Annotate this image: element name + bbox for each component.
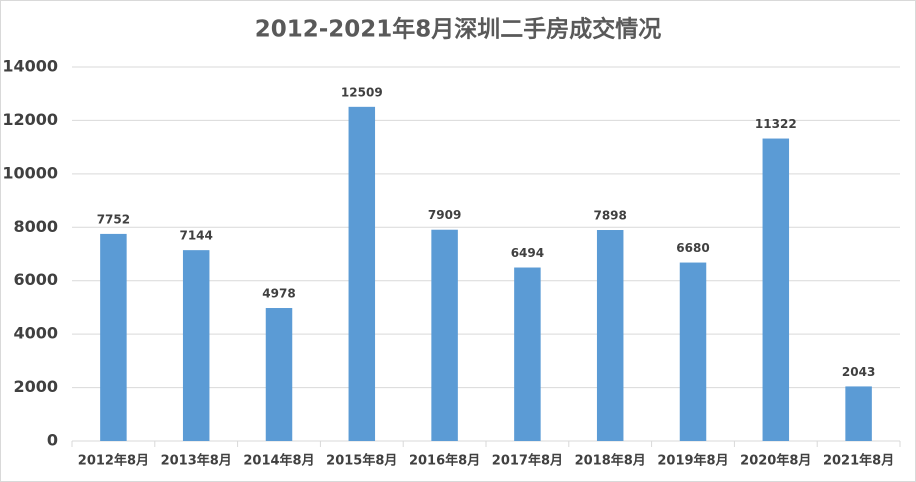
bar (182, 250, 210, 441)
data-label: 7909 (428, 208, 461, 222)
data-label: 2043 (842, 365, 875, 379)
data-label: 7144 (179, 229, 212, 243)
x-tick-label: 2012年8月 (78, 453, 149, 469)
bar (348, 106, 376, 442)
data-label: 7898 (593, 209, 626, 223)
bar (596, 230, 624, 441)
y-tick-label: 8000 (13, 217, 58, 236)
x-tick-label: 2014年8月 (243, 453, 314, 469)
x-tick-label: 2013年8月 (161, 453, 232, 469)
x-tick-label: 2021年8月 (823, 453, 894, 469)
x-tick-label: 2016年8月 (409, 453, 480, 469)
data-label: 11322 (755, 117, 797, 131)
x-tick-label: 2019年8月 (657, 453, 728, 469)
y-tick-label: 14000 (2, 57, 58, 76)
y-tick-label: 6000 (13, 270, 58, 289)
bar (431, 229, 458, 441)
y-tick-label: 0 (47, 431, 58, 450)
x-tick-label: 2020年8月 (740, 453, 811, 469)
y-tick-label: 4000 (13, 324, 58, 343)
y-tick-label: 2000 (13, 377, 58, 396)
data-label: 7752 (97, 212, 130, 226)
data-label: 12509 (341, 85, 383, 99)
x-tick-label: 2015年8月 (326, 453, 397, 469)
bar (100, 233, 127, 441)
bar (265, 308, 293, 441)
bar (762, 138, 790, 441)
bar (514, 267, 541, 441)
data-label: 6680 (676, 241, 709, 255)
data-label: 6494 (511, 246, 544, 260)
y-tick-label: 10000 (2, 163, 58, 182)
bar (845, 386, 872, 441)
x-tick-label: 2017年8月 (492, 453, 563, 469)
x-tick-label: 2018年8月 (575, 453, 646, 469)
data-label: 4978 (262, 287, 295, 301)
chart-title: 2012-2021年8月深圳二手房成交情况 (255, 16, 662, 43)
y-tick-label: 12000 (2, 110, 58, 129)
bar (679, 262, 707, 441)
